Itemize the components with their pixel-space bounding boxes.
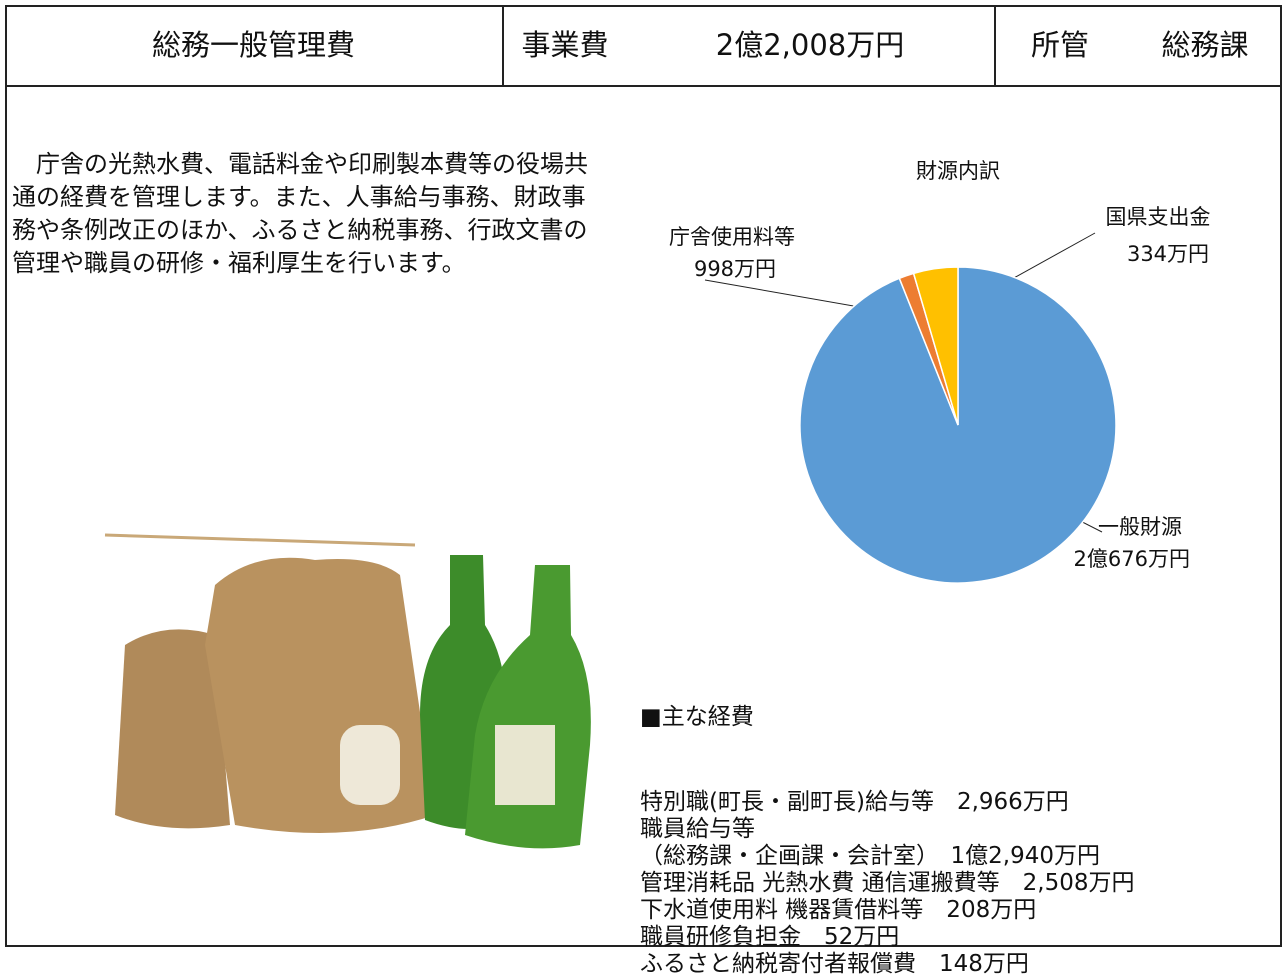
slice-label: 庁舎使用料等: [669, 225, 795, 249]
slice-value: 2億676万円: [1074, 547, 1190, 571]
expense-line: ふるさと納税寄付者報償費 148万円: [640, 951, 1134, 978]
expenses-heading: ■主な経費: [640, 704, 1134, 731]
divider: [502, 5, 504, 87]
slice-value: 334万円: [1127, 242, 1209, 266]
expense-line: 管理消耗品 光熱水費 通信運搬費等 2,508万円: [640, 870, 1134, 897]
chart-title: 財源内訳: [916, 159, 1000, 183]
rice-bag: [205, 558, 435, 833]
dept-label: 所管: [1010, 5, 1110, 85]
dept: 総務課: [1140, 5, 1270, 85]
rice-window: [340, 725, 400, 805]
bottle-label: [495, 725, 555, 805]
divider: [994, 5, 996, 87]
cost-label: 事業費: [510, 5, 620, 85]
expense-line: （総務課・企画課・会計室） 1億2,940万円: [640, 843, 1134, 870]
chart: 財源内訳 一般財源 2億676万円 国県支出金 334万円 庁舎使用料等 998万円: [620, 140, 1280, 600]
expense-line: 特別職(町長・副町長)給与等 2,966万円: [640, 789, 1134, 816]
slice-value: 998万円: [694, 257, 776, 281]
expense-line: 下水道使用料 機器賃借料等 208万円: [640, 897, 1134, 924]
description: 庁舎の光熱水費、電話料金や印刷製本費等の役場共通の経費を管理します。また、人事給…: [12, 148, 604, 280]
expense-line: 職員給与等: [640, 816, 1134, 843]
string: [105, 535, 415, 545]
slice-label: 国県支出金: [1106, 205, 1211, 229]
expenses: ■主な経費 特別職(町長・副町長)給与等 2,966万円職員給与等（総務課・企画…: [640, 650, 1134, 978]
page: 総務一般管理費 事業費 2億2,008万円 所管 総務課 庁舎の光熱水費、電話料…: [0, 0, 1286, 951]
slice-label: 一般財源: [1098, 515, 1182, 539]
cost: 2億2,008万円: [680, 5, 940, 85]
title: 総務一般管理費: [5, 5, 502, 85]
expense-line: 職員研修負担金 52万円: [640, 924, 1134, 951]
photo: [15, 525, 615, 855]
